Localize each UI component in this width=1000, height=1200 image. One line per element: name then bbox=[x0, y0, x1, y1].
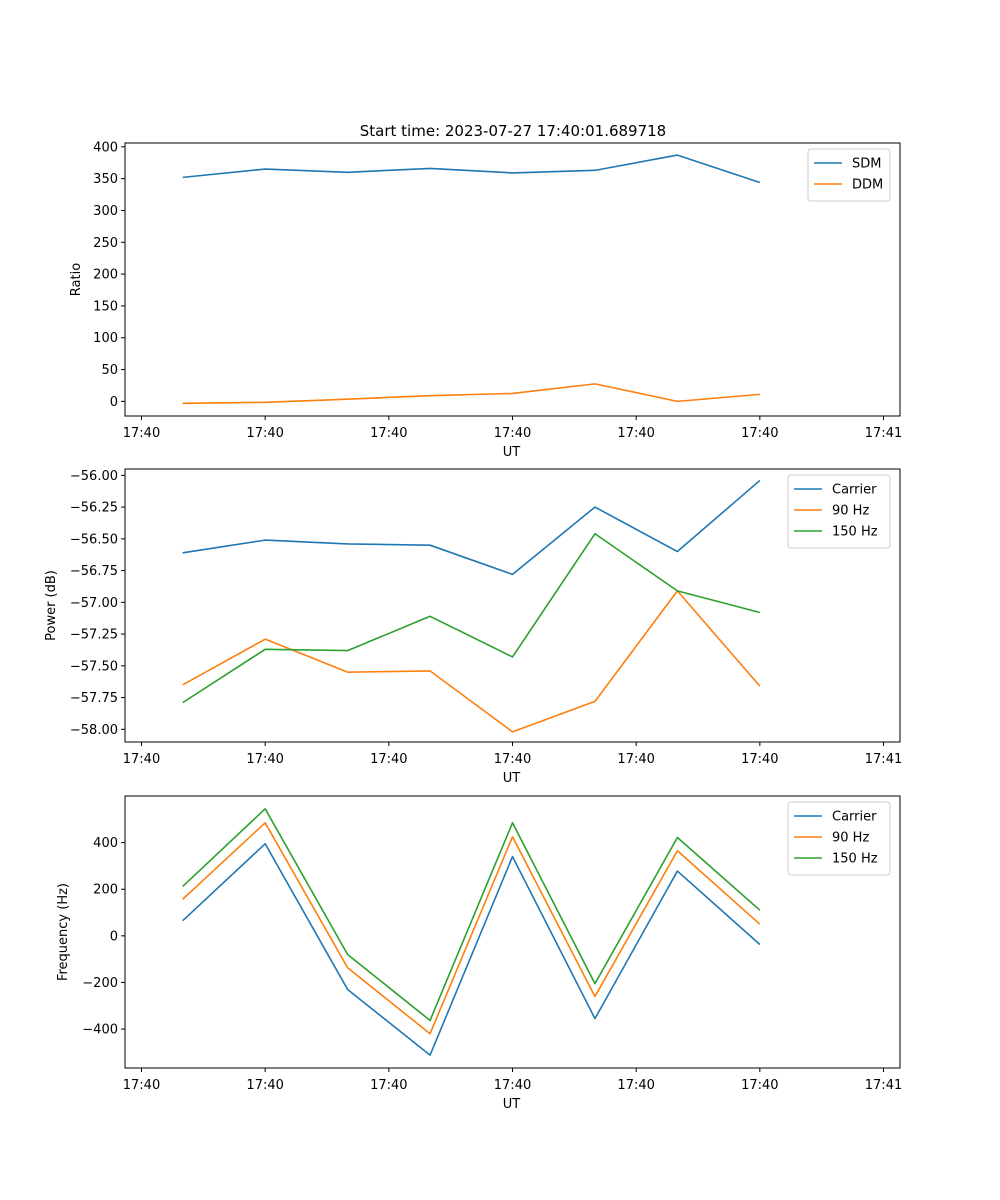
frequency-y-tick-label: 400 bbox=[93, 836, 118, 851]
power-x-tick-label: 17:40 bbox=[741, 752, 778, 767]
power-x-tick-label: 17:40 bbox=[617, 752, 654, 767]
frequency-legend-label-150-hz: 150 Hz bbox=[832, 852, 878, 867]
power-y-tick-label: −57.25 bbox=[70, 628, 118, 643]
frequency-legend-box bbox=[787, 801, 891, 876]
frequency-x-tick-label: 17:41 bbox=[865, 1078, 902, 1093]
ratio-x-tick-label: 17:40 bbox=[494, 426, 531, 441]
ratio-x-tick-label: 17:40 bbox=[741, 426, 778, 441]
power-x-tick-label: 17:40 bbox=[494, 752, 531, 767]
frequency-y-tick-label: −400 bbox=[82, 1023, 118, 1038]
frequency-x-tick-label: 17:40 bbox=[617, 1078, 654, 1093]
ratio-y-tick-label: 0 bbox=[110, 395, 118, 410]
power-y-tick-label: −56.00 bbox=[70, 469, 118, 484]
power-x-axis-label: UT bbox=[503, 771, 521, 786]
power-legend-box bbox=[787, 474, 891, 549]
ratio-legend-box bbox=[807, 148, 891, 202]
ratio-series-ddm-line bbox=[182, 383, 760, 405]
ratio-y-tick-label: 400 bbox=[93, 140, 118, 155]
frequency-panel: 17:40 17:40 17:40 17:40 17:40 17:40 17:41 −400 −… bbox=[56, 795, 902, 1112]
frequency-series-90-hz-line bbox=[182, 821, 761, 1035]
ratio-panel: 17:40 17:40 17:40 17:40 17:40 17:40 17:41 0 50 10… bbox=[69, 140, 902, 460]
frequency-x-tick-label: 17:40 bbox=[741, 1078, 778, 1093]
power-panel: 17:40 17:40 17:40 17:40 17:40 17:40 17:41 −58.0… bbox=[44, 468, 902, 786]
frequency-series-carrier-line bbox=[182, 842, 761, 1056]
power-series-carrier-line bbox=[182, 479, 761, 576]
ratio-y-tick-label: 250 bbox=[93, 236, 118, 251]
ratio-x-tick-label: 17:40 bbox=[123, 426, 160, 441]
ratio-y-axis-label: Ratio bbox=[69, 263, 84, 296]
frequency-x-axis-label: UT bbox=[503, 1097, 521, 1112]
ratio-legend-label-sdm: SDM bbox=[852, 157, 881, 172]
frequency-y-tick-label: 200 bbox=[93, 883, 118, 898]
power-legend-label-carrier: Carrier bbox=[832, 483, 877, 498]
ratio-y-tick-label: 100 bbox=[93, 331, 118, 346]
ratio-y-tick-label: 50 bbox=[101, 363, 118, 378]
power-y-tick-label: −57.75 bbox=[70, 691, 118, 706]
frequency-x-tick-label: 17:40 bbox=[246, 1078, 283, 1093]
power-y-tick-label: −57.00 bbox=[70, 596, 118, 611]
frequency-series-150-hz-line bbox=[182, 808, 761, 1022]
ratio-x-tick-label: 17:40 bbox=[370, 426, 407, 441]
power-legend-label-90-hz: 90 Hz bbox=[832, 504, 869, 519]
chart-title: Start time: 2023-07-27 17:40:01.689718 bbox=[360, 122, 666, 140]
frequency-x-tick-label: 17:40 bbox=[123, 1078, 160, 1093]
ratio-y-tick-label: 150 bbox=[93, 299, 118, 314]
power-y-tick-label: −56.50 bbox=[70, 532, 118, 547]
ratio-y-tick-label: 300 bbox=[93, 204, 118, 219]
frequency-x-tick-label: 17:40 bbox=[494, 1078, 531, 1093]
ratio-y-tick-label: 200 bbox=[93, 268, 118, 283]
power-series-90-hz-line bbox=[182, 590, 761, 733]
frequency-legend-label-90-hz: 90 Hz bbox=[832, 831, 869, 846]
ratio-x-tick-label: 17:40 bbox=[617, 426, 654, 441]
ratio-x-axis-label: UT bbox=[503, 445, 521, 460]
power-y-tick-label: −58.00 bbox=[70, 723, 118, 738]
frequency-y-axis-label: Frequency (Hz) bbox=[56, 883, 71, 981]
ratio-series-sdm-line bbox=[182, 154, 761, 184]
power-x-tick-label: 17:40 bbox=[246, 752, 283, 767]
power-x-tick-label: 17:41 bbox=[865, 752, 902, 767]
power-y-tick-label: −56.75 bbox=[70, 564, 118, 579]
frequency-x-tick-label: 17:40 bbox=[370, 1078, 407, 1093]
power-x-tick-label: 17:40 bbox=[370, 752, 407, 767]
power-y-axis-label: Power (dB) bbox=[44, 570, 59, 641]
ratio-x-tick-label: 17:40 bbox=[246, 426, 283, 441]
ratio-y-tick-label: 350 bbox=[93, 172, 118, 187]
frequency-legend-label-carrier: Carrier bbox=[832, 810, 877, 825]
frequency-y-tick-label: −200 bbox=[82, 976, 118, 991]
power-y-tick-label: −56.25 bbox=[70, 501, 118, 516]
power-legend-label-150-hz: 150 Hz bbox=[832, 525, 878, 540]
power-x-tick-label: 17:40 bbox=[123, 752, 160, 767]
power-y-tick-label: −57.50 bbox=[70, 659, 118, 674]
ratio-legend-label-ddm: DDM bbox=[852, 178, 883, 193]
frequency-y-tick-label: 0 bbox=[110, 929, 118, 944]
ratio-x-tick-label: 17:41 bbox=[865, 426, 902, 441]
power-series-150-hz-line bbox=[182, 532, 761, 704]
